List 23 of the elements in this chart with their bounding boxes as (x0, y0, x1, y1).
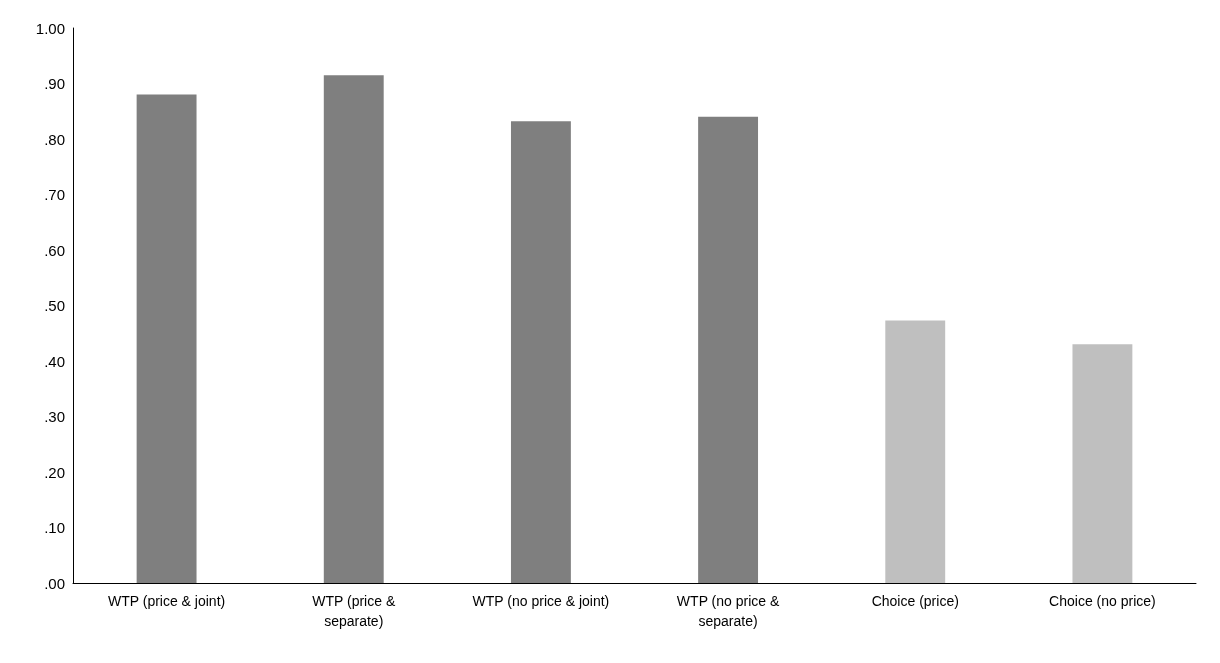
bar (510, 121, 571, 583)
bar (885, 320, 946, 583)
x-tick-label: WTP (no price & joint) (472, 593, 610, 609)
y-tick-label: .60 (44, 241, 65, 259)
y-tick-label: .00 (44, 574, 65, 592)
y-tick-label: .30 (44, 408, 65, 425)
bar (698, 116, 759, 583)
x-tick-label: Choice (price) (871, 593, 959, 609)
x-tick-label: WTP (price & joint) (107, 593, 226, 609)
y-tick-label: .80 (44, 130, 65, 148)
x-tick-label: WTP (no price & separate) (676, 593, 780, 629)
y-tick-label: 1.00 (35, 19, 65, 37)
y-tick-label: .70 (44, 186, 65, 203)
y-tick-label: .20 (44, 463, 65, 481)
y-tick-label: .40 (44, 352, 65, 370)
x-tick-label: WTP (price & separate) (312, 593, 396, 629)
bar (323, 75, 384, 583)
y-tick-label: .50 (44, 297, 65, 314)
y-tick-label: .90 (44, 75, 65, 92)
bar (1072, 344, 1133, 583)
x-tick-label: Choice (no price) (1049, 593, 1156, 609)
bar (136, 94, 197, 583)
y-tick-label: .10 (44, 519, 65, 536)
